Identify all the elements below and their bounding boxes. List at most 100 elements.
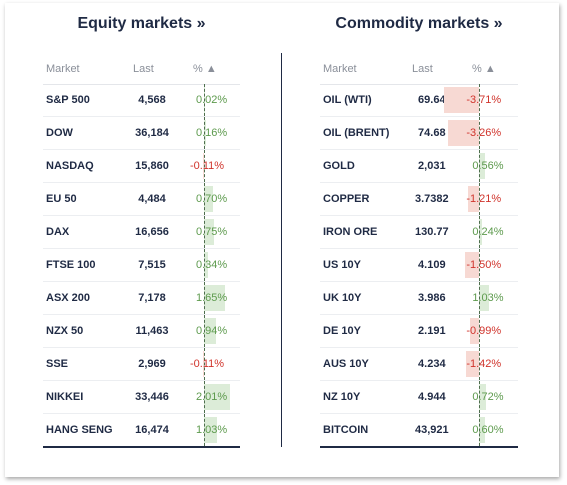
equity-row[interactable]: NIKKEI 33,446 2.01% <box>43 380 240 414</box>
commodity-change-bar <box>479 285 490 311</box>
equity-market-name: SSE <box>43 347 114 381</box>
commodity-table-bottom-rule <box>320 446 518 448</box>
equity-row[interactable]: NASDAQ 15,860 -0.11% <box>43 149 240 183</box>
equity-zero-axis <box>204 348 205 380</box>
commodity-row[interactable]: US 10Y 4.109 -1.50% <box>320 248 518 282</box>
equity-last-value: 2,969 <box>114 347 190 381</box>
equity-last-value: 15,860 <box>114 149 190 183</box>
equity-zero-axis <box>204 282 205 314</box>
commodity-row[interactable]: NZ 10Y 4.944 0.72% <box>320 380 518 414</box>
equity-market-name: S&P 500 <box>43 84 114 117</box>
commodity-change-cell: 0.24% <box>466 215 518 249</box>
commodity-row[interactable]: IRON ORE 130.77 0.24% <box>320 215 518 249</box>
commodity-market-name: DE 10Y <box>320 314 398 348</box>
equity-row[interactable]: FTSE 100 7,515 0.34% <box>43 248 240 282</box>
equity-header-pct-sort[interactable]: % ▲ <box>193 63 217 75</box>
equity-change-bar <box>204 252 209 278</box>
commodity-header-market: Market <box>323 63 357 75</box>
equity-zero-axis <box>204 249 205 281</box>
equity-last-value: 7,178 <box>114 281 190 315</box>
equity-change-pct: 0.16% <box>196 127 228 139</box>
commodity-zero-axis <box>479 216 481 248</box>
equity-header-last: Last <box>133 63 154 75</box>
equity-change-pct: 2.01% <box>196 391 228 403</box>
equity-header-market: Market <box>46 63 80 75</box>
commodity-title-link[interactable]: Commodity markets » <box>335 15 503 32</box>
equity-last-value: 11,463 <box>114 314 190 348</box>
equity-change-pct: 0.02% <box>196 94 228 106</box>
commodity-change-pct: 1.03% <box>472 292 504 304</box>
equity-market-name: NIKKEI <box>43 380 114 414</box>
commodity-zero-axis <box>479 381 481 413</box>
commodity-row[interactable]: COPPER 3.7382 -1.21% <box>320 182 518 216</box>
commodity-change-cell: 0.72% <box>466 380 518 414</box>
commodity-change-cell: -1.42% <box>465 347 518 381</box>
commodity-header-pct-sort[interactable]: % ▲ <box>472 63 496 75</box>
commodity-change-pct: -3.26% <box>466 127 502 139</box>
equity-row[interactable]: NZX 50 11,463 0.94% <box>43 314 240 348</box>
commodity-last-value: 2,031 <box>397 149 467 183</box>
equity-zero-axis <box>204 183 205 215</box>
equity-change-cell: 0.16% <box>190 116 240 150</box>
equity-row[interactable]: S&P 500 4,568 0.02% <box>43 84 240 117</box>
commodity-last-value: 2.191 <box>397 314 467 348</box>
commodity-last-value: 3.7382 <box>397 182 467 216</box>
commodity-change-pct: -0.99% <box>466 325 502 337</box>
equity-change-cell: 2.01% <box>190 380 240 414</box>
commodity-row[interactable]: OIL (BRENT) 74.68 -3.26% <box>320 116 518 150</box>
equity-last-value: 4,568 <box>114 84 190 117</box>
equity-row[interactable]: HANG SENG 16,474 1.03% <box>43 413 240 447</box>
commodity-change-pct: -1.50% <box>466 259 502 271</box>
commodity-market-name: BITCOIN <box>320 413 398 447</box>
commodity-change-cell: -1.50% <box>465 248 518 282</box>
equity-market-name: ASX 200 <box>43 281 114 315</box>
equity-change-pct: 1.03% <box>196 424 228 436</box>
commodity-market-name: AUS 10Y <box>320 347 398 381</box>
equity-change-cell: 0.75% <box>190 215 240 249</box>
commodity-market-name: UK 10Y <box>320 281 398 315</box>
commodity-row[interactable]: DE 10Y 2.191 -0.99% <box>320 314 518 348</box>
commodity-zero-axis <box>479 249 481 281</box>
equity-market-name: DAX <box>43 215 114 249</box>
commodity-row[interactable]: OIL (WTI) 69.64 -3.71% <box>320 84 518 117</box>
commodity-market-name: COPPER <box>320 182 398 216</box>
equity-change-bar <box>204 219 214 245</box>
equity-change-cell: 1.65% <box>190 281 240 315</box>
commodity-change-bar <box>479 219 482 245</box>
commodity-header-last: Last <box>412 63 433 75</box>
equity-change-bar <box>204 384 231 410</box>
equity-change-cell: -0.11% <box>190 347 240 381</box>
equity-table-bottom-rule <box>43 446 240 448</box>
commodity-row[interactable]: AUS 10Y 4.234 -1.42% <box>320 347 518 381</box>
commodity-change-pct: -3.71% <box>466 94 502 106</box>
equity-zero-axis <box>204 216 205 248</box>
equity-zero-axis <box>204 150 205 182</box>
equity-change-bar <box>202 153 204 179</box>
equity-change-bar <box>202 351 204 377</box>
equity-zero-axis <box>204 381 205 413</box>
equity-row[interactable]: DOW 36,184 0.16% <box>43 116 240 150</box>
equity-row[interactable]: DAX 16,656 0.75% <box>43 215 240 249</box>
commodity-market-name: OIL (WTI) <box>320 84 398 117</box>
commodity-zero-axis <box>479 84 481 116</box>
equity-row[interactable]: SSE 2,969 -0.11% <box>43 347 240 381</box>
commodity-market-name: US 10Y <box>320 248 398 282</box>
commodity-change-bar <box>444 87 480 113</box>
commodity-change-pct: 0.24% <box>472 226 504 238</box>
commodity-last-value: 3.986 <box>397 281 467 315</box>
commodity-row[interactable]: UK 10Y 3.986 1.03% <box>320 281 518 315</box>
equity-last-value: 4,484 <box>114 182 190 216</box>
commodity-change-pct: -1.42% <box>466 358 502 370</box>
equity-change-cell: 0.94% <box>190 314 240 348</box>
equity-title-link[interactable]: Equity markets » <box>77 15 206 32</box>
commodity-change-bar <box>479 417 486 443</box>
commodity-row[interactable]: GOLD 2,031 0.56% <box>320 149 518 183</box>
commodity-row[interactable]: BITCOIN 43,921 0.60% <box>320 413 518 447</box>
commodity-change-bar <box>469 318 480 344</box>
equity-row[interactable]: EU 50 4,484 0.70% <box>43 182 240 216</box>
equity-change-pct: 0.70% <box>196 193 228 205</box>
equity-change-pct: 0.94% <box>196 325 228 337</box>
equity-change-cell: 0.02% <box>190 84 240 117</box>
equity-change-cell: 0.70% <box>190 182 240 216</box>
equity-row[interactable]: ASX 200 7,178 1.65% <box>43 281 240 315</box>
